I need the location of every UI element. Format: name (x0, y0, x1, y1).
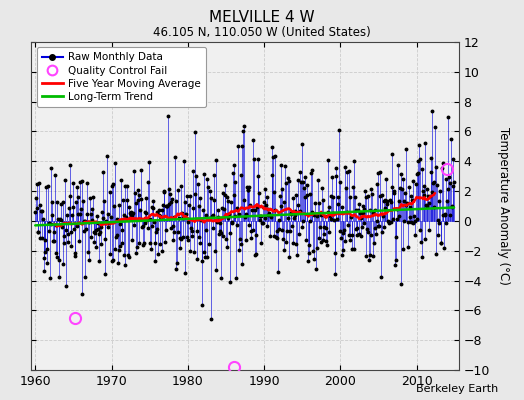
Text: 46.105 N, 110.050 W (United States): 46.105 N, 110.050 W (United States) (153, 26, 371, 39)
Text: Berkeley Earth: Berkeley Earth (416, 384, 498, 394)
Y-axis label: Temperature Anomaly (°C): Temperature Anomaly (°C) (497, 127, 510, 285)
Legend: Raw Monthly Data, Quality Control Fail, Five Year Moving Average, Long-Term Tren: Raw Monthly Data, Quality Control Fail, … (37, 47, 206, 107)
Text: MELVILLE 4 W: MELVILLE 4 W (209, 10, 315, 25)
